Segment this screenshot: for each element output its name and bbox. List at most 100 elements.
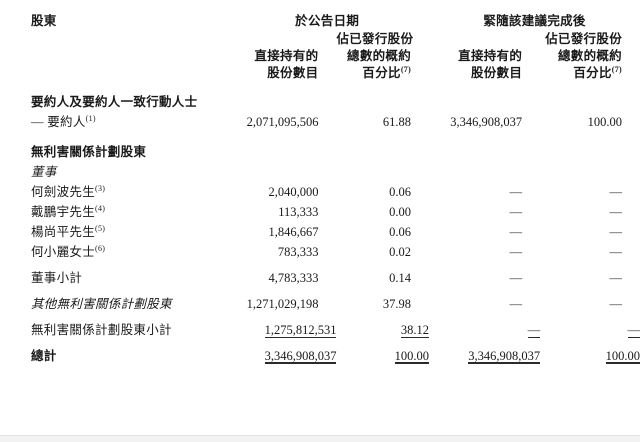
shareholding-table: 股東 於公告日期 緊隨該建議完成後 直接持有的 股份數目 佔已發行股份 總數的概… bbox=[0, 0, 640, 366]
cell-value-1: 4,783,333 bbox=[268, 271, 319, 285]
column-header-percentage-1: 佔已發行股份 總數的概約 百分比(7) bbox=[336, 31, 429, 82]
group-header-announcement-date: 於公告日期 bbox=[295, 14, 360, 28]
row-label: 其他無利害關係計劃股東 bbox=[0, 294, 225, 314]
cell-value-ruled: 3,346,908,037 bbox=[468, 349, 541, 364]
cell-value-3: 3,346,908,037 bbox=[429, 346, 541, 366]
table-row-2-4: 何小麗女士(6) 783,333 0.02 — — bbox=[0, 242, 640, 262]
group-header-row: 股東 於公告日期 緊隨該建議完成後 bbox=[0, 0, 640, 31]
cell-value-1: 113,333 bbox=[278, 205, 319, 219]
page-bottom-bar bbox=[0, 435, 640, 442]
row-footnote-marker: (3) bbox=[95, 183, 106, 193]
col-header-line-2b: 總數的概約 bbox=[347, 49, 412, 63]
empty-cell bbox=[429, 142, 540, 162]
cell-value-3: — bbox=[429, 320, 541, 340]
col-header-line-3c: 股份數目 bbox=[470, 66, 523, 80]
spacer-cell bbox=[225, 132, 336, 142]
spacer-cell bbox=[540, 82, 640, 92]
cell-value-ruled: 3,346,908,037 bbox=[264, 349, 337, 364]
cell-value-1: 2,071,095,506 bbox=[246, 115, 319, 129]
cell-value-ruled: 1,275,812,531 bbox=[264, 323, 337, 338]
sub-header-row: 直接持有的 股份數目 佔已發行股份 總數的概約 百分比(7) 直接持有的 股份數… bbox=[0, 31, 640, 82]
row-label-text: 其他無利害關係計劃股東 bbox=[31, 297, 172, 311]
cell-value-2: 0.06 bbox=[389, 185, 412, 199]
cell-value-4: — bbox=[609, 271, 623, 285]
col-header-line-4c: 百分比(7) bbox=[540, 65, 622, 82]
row-label: 戴鵬宇先生(4) bbox=[0, 202, 225, 222]
empty-cell bbox=[225, 92, 336, 112]
cell-value-4: — bbox=[609, 185, 623, 199]
row-footnote-marker: (6) bbox=[95, 243, 106, 253]
cell-value-4: — bbox=[609, 225, 623, 239]
col-header-line-2c: 百分比(7) bbox=[336, 65, 411, 82]
row-label-text: 董事小計 bbox=[31, 271, 83, 285]
group-header-after-completion: 緊隨該建議完成後 bbox=[483, 14, 586, 28]
cell-value-3: — bbox=[509, 297, 523, 311]
cell-value-2: 0.02 bbox=[389, 245, 412, 259]
cell-value-1: 1,846,667 bbox=[268, 225, 319, 239]
cell-value-4: 100.00 bbox=[587, 115, 622, 129]
spacer-row bbox=[0, 132, 640, 142]
row-label-text: 何小麗女士 bbox=[31, 245, 96, 259]
cell-value-3: — bbox=[509, 185, 523, 199]
cell-value-2: 100.00 bbox=[336, 346, 430, 366]
section-title-2: 無利害關係計劃股東 bbox=[0, 142, 640, 162]
column-header-shareholder: 股東 bbox=[31, 14, 57, 28]
spacer-cell bbox=[429, 82, 540, 92]
row-label-text: 戴鵬宇先生 bbox=[31, 205, 96, 219]
table-row-1-1: — 要約人(1) 2,071,095,506 61.88 3,346,908,037 1… bbox=[0, 112, 640, 132]
column-header-percentage-2: 佔已發行股份 總數的概約 百分比(7) bbox=[540, 31, 640, 82]
cell-value-3: — bbox=[509, 245, 523, 259]
cell-value-3: — bbox=[509, 271, 523, 285]
cell-value-1: 2,040,000 bbox=[268, 185, 319, 199]
cell-value-3: 3,346,908,037 bbox=[450, 115, 523, 129]
spacer-cell bbox=[225, 82, 336, 92]
row-footnote-marker: (4) bbox=[95, 203, 106, 213]
row-label: 總計 bbox=[0, 346, 225, 366]
cell-value-ruled: 100.00 bbox=[605, 349, 640, 364]
cell-value-ruled: 38.12 bbox=[400, 323, 430, 338]
section-subtitle-2: 董事 bbox=[0, 162, 640, 182]
col-header-footnote-2: (7) bbox=[611, 64, 622, 74]
section-title-1-label: 要約人及要約人一致行動人士 bbox=[31, 95, 198, 109]
section-title-2-label: 無利害關係計劃股東 bbox=[31, 145, 147, 159]
empty-cell bbox=[336, 162, 429, 182]
cell-value-ruled: — bbox=[627, 323, 640, 338]
column-header-shares-held-1: 直接持有的 股份數目 bbox=[225, 31, 336, 82]
col-header-pct-text-2: 百分比 bbox=[573, 66, 612, 80]
spacer-cell bbox=[336, 82, 429, 92]
cell-value-3: — bbox=[509, 225, 523, 239]
row-footnote-marker: (5) bbox=[95, 223, 106, 233]
cell-value-4: 100.00 bbox=[540, 346, 640, 366]
table-row-2-2: 戴鵬宇先生(4) 113,333 0.00 — — bbox=[0, 202, 640, 222]
table-head: 股東 於公告日期 緊隨該建議完成後 直接持有的 股份數目 佔已發行股份 總數的概… bbox=[0, 0, 640, 82]
cell-value-3: — bbox=[509, 205, 523, 219]
empty-cell bbox=[540, 92, 640, 112]
cell-value-1: 3,346,908,037 bbox=[225, 346, 337, 366]
col-header-pct-text-1: 百分比 bbox=[362, 66, 401, 80]
table-row-2-6: 其他無利害關係計劃股東 1,271,029,198 37.98 — — bbox=[0, 294, 640, 314]
cell-value-4: — bbox=[609, 245, 623, 259]
empty-cell bbox=[336, 142, 429, 162]
empty-cell bbox=[429, 162, 540, 182]
table-row-2-5: 董事小計 4,783,333 0.14 — — bbox=[0, 268, 640, 288]
cell-value-4: — bbox=[609, 297, 623, 311]
spacer-cell bbox=[540, 132, 640, 142]
col-header-line-1c: 股份數目 bbox=[267, 66, 319, 80]
row-label-text: 何劍波先生 bbox=[31, 185, 96, 199]
row-label: — 要約人(1) bbox=[0, 112, 225, 132]
spacer-cell bbox=[0, 132, 225, 142]
empty-cell bbox=[540, 162, 640, 182]
cell-value-ruled: 100.00 bbox=[394, 349, 430, 364]
row-label-text: 無利害關係計劃股東小計 bbox=[31, 323, 172, 337]
table-row-2-7: 無利害關係計劃股東小計 1,275,812,531 38.12 — — bbox=[0, 320, 640, 340]
spacer-cell bbox=[336, 132, 429, 142]
cell-value-1: 1,275,812,531 bbox=[225, 320, 337, 340]
empty-cell bbox=[336, 92, 429, 112]
section-title-1: 要約人及要約人一致行動人士 bbox=[0, 92, 640, 112]
col-header-line-2a: 佔已發行股份 bbox=[336, 32, 414, 46]
row-label: 何劍波先生(3) bbox=[0, 182, 225, 202]
cell-value-2: 61.88 bbox=[382, 115, 412, 129]
col-header-line-4a: 佔已發行股份 bbox=[545, 32, 622, 46]
col-header-line-1b: 直接持有的 bbox=[254, 49, 319, 63]
cell-value-2: 0.14 bbox=[389, 271, 412, 285]
